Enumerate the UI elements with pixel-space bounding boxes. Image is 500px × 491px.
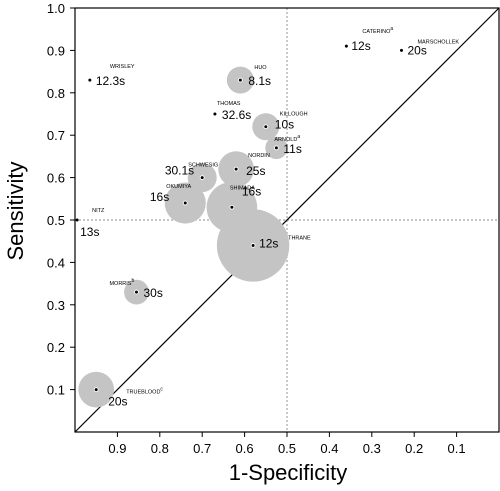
study-name-morris: MORRISb bbox=[109, 278, 134, 287]
study-point-arnold bbox=[274, 146, 278, 150]
study-footnote-trueblood: c bbox=[160, 387, 163, 393]
y-tick-label: 0.2 bbox=[47, 340, 65, 355]
y-tick-label: 0.9 bbox=[47, 43, 65, 58]
study-time-morris: 30s bbox=[143, 286, 162, 300]
study-time-arnold: 11s bbox=[283, 142, 301, 156]
study-time-nordin: 25s bbox=[246, 164, 265, 178]
x-tick-label: 0.6 bbox=[236, 441, 254, 456]
study-name-nitz: NITZ bbox=[92, 208, 105, 214]
study-point-shimada bbox=[230, 205, 234, 209]
x-tick-label: 0.7 bbox=[193, 441, 211, 456]
study-footnote-arnold: a bbox=[297, 134, 300, 140]
y-tick-label: 0.7 bbox=[47, 128, 65, 143]
x-tick-label: 0.9 bbox=[108, 441, 126, 456]
study-name-schwesig: SCHWESIG bbox=[188, 163, 218, 169]
study-point-thrane bbox=[251, 243, 255, 247]
study-point-caterino bbox=[344, 44, 348, 48]
study-point-nordin bbox=[234, 167, 238, 171]
diagonal-line bbox=[74, 7, 500, 433]
study-point-schwesig bbox=[200, 176, 204, 180]
study-time-okumiya: 16s bbox=[150, 190, 169, 204]
point-layer bbox=[75, 44, 403, 392]
bubble-layer bbox=[78, 66, 290, 408]
y-tick-label: 1.0 bbox=[47, 1, 65, 16]
study-name-caterino: CATERINOa bbox=[362, 26, 393, 35]
study-time-thrane: 12s bbox=[259, 236, 278, 250]
y-tick-label: 0.4 bbox=[47, 255, 65, 270]
x-tick-label: 0.2 bbox=[405, 441, 423, 456]
study-time-trueblood: 20s bbox=[108, 395, 127, 409]
study-footnote-caterino: a bbox=[390, 26, 393, 32]
study-name-nordin: NORDIN bbox=[248, 153, 270, 159]
study-point-wrisley bbox=[88, 78, 92, 82]
study-time-thomas: 32.6s bbox=[222, 108, 251, 122]
y-tick-label: 0.8 bbox=[47, 86, 65, 101]
study-name-wrisley: WRISLEY bbox=[110, 64, 135, 70]
x-tick-label: 0.5 bbox=[278, 441, 296, 456]
study-footnote-morris: b bbox=[131, 278, 134, 284]
x-tick-label: 0.1 bbox=[448, 441, 466, 456]
x-tick-label: 0.4 bbox=[320, 441, 338, 456]
study-point-nitz bbox=[75, 218, 79, 222]
study-name-huo: HUO bbox=[254, 65, 267, 71]
study-point-morris bbox=[134, 290, 138, 294]
study-name-shimada: SHIMADA bbox=[230, 185, 255, 191]
study-point-trueblood bbox=[94, 388, 98, 392]
axes: 0.9 0.8 0.7 0.6 0.5 0.4 0.3 0.2 0.1 0.1 0.2 0.3 0.4 0… bbox=[47, 1, 500, 456]
study-time-huo: 8.1s bbox=[248, 74, 271, 88]
study-point-okumiya bbox=[183, 201, 187, 205]
study-name-arnold: ARNOLDa bbox=[274, 134, 300, 143]
x-tick-label: 0.3 bbox=[363, 441, 381, 456]
y-tick-label: 0.5 bbox=[47, 213, 65, 228]
y-tick-label: 0.1 bbox=[47, 383, 65, 398]
study-time-caterino: 12s bbox=[351, 39, 370, 53]
study-name-trueblood: TRUEBLOODc bbox=[126, 387, 163, 396]
reference-lines bbox=[74, 7, 500, 433]
study-time-shimada: 16s bbox=[242, 184, 261, 198]
study-time-schwesig: 30.1s bbox=[165, 164, 194, 178]
y-axis-label: Sensitivity bbox=[3, 161, 28, 260]
y-tick-label: 0.6 bbox=[47, 171, 65, 186]
study-name-thrane: THRANE bbox=[288, 235, 311, 241]
study-name-okumiya: OKUMIYA bbox=[166, 184, 191, 190]
study-name-marschollek: MARSCHOLLEK bbox=[417, 39, 459, 45]
study-name-thomas: THOMAS bbox=[217, 101, 241, 107]
study-time-wrisley: 12.3s bbox=[96, 74, 125, 88]
x-tick-label: 0.8 bbox=[151, 441, 169, 456]
study-time-killough: 10s bbox=[275, 118, 294, 132]
study-point-thomas bbox=[213, 112, 217, 116]
study-time-marschollek: 20s bbox=[407, 43, 426, 57]
study-point-marschollek bbox=[399, 48, 403, 52]
x-axis-label: 1-Specificity bbox=[229, 460, 348, 485]
study-time-nitz: 13s bbox=[80, 225, 99, 239]
study-point-huo bbox=[238, 78, 242, 82]
study-point-killough bbox=[264, 125, 268, 129]
study-name-killough: KILLOUGH bbox=[280, 112, 308, 118]
y-tick-label: 0.3 bbox=[47, 298, 65, 313]
